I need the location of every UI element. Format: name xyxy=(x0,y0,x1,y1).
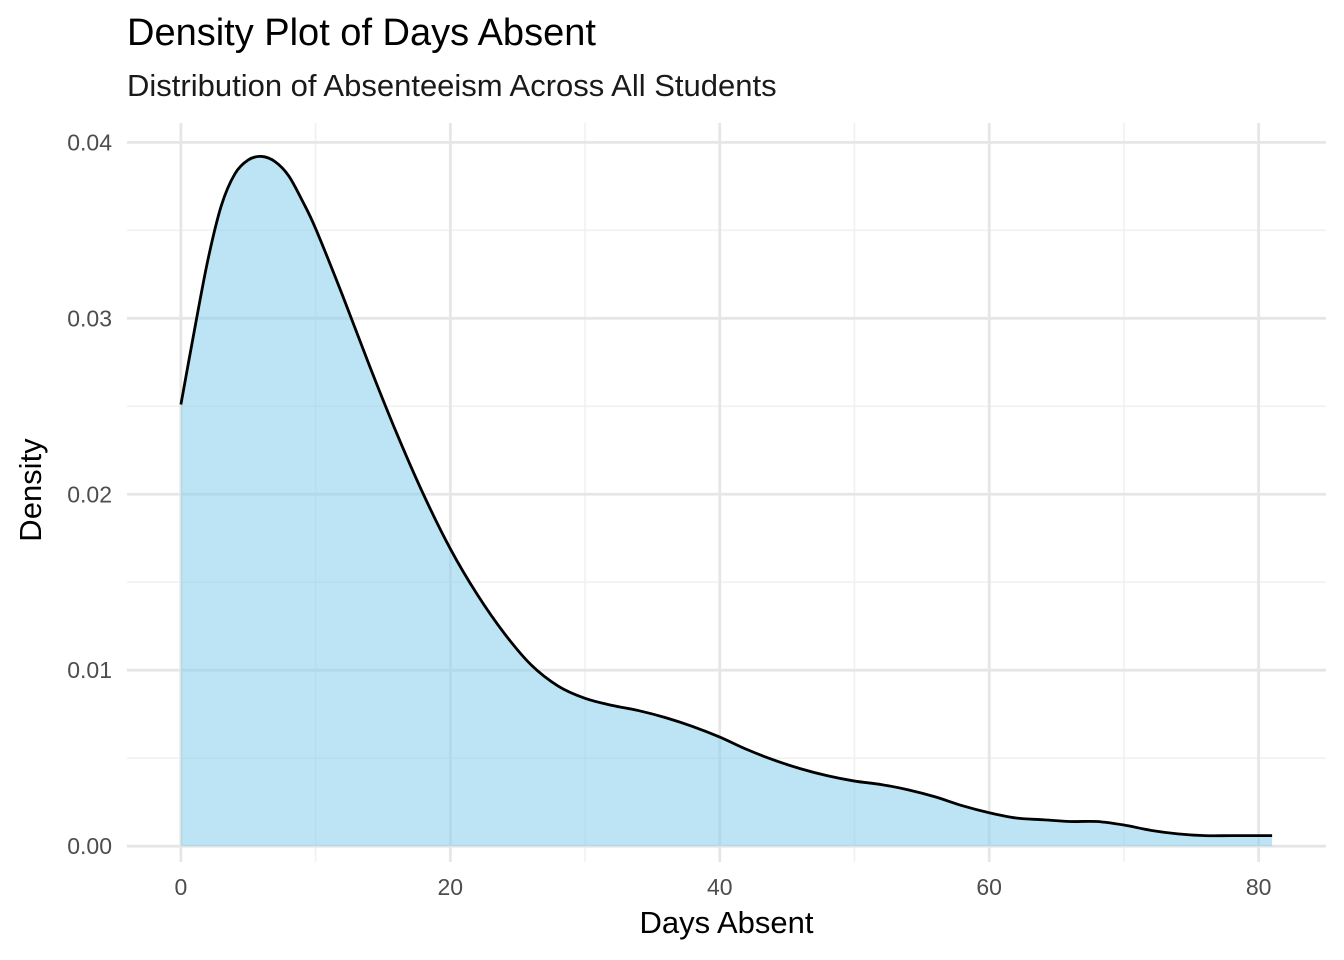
y-tick-label: 0.01 xyxy=(67,657,112,683)
y-tick-label: 0.00 xyxy=(67,833,112,859)
x-tick-label: 60 xyxy=(976,874,1002,900)
major-gridlines xyxy=(127,123,1326,862)
y-axis-ticks: 0.00 0.01 0.02 0.03 0.04 xyxy=(67,129,112,859)
chart-subtitle: Distribution of Absenteeism Across All S… xyxy=(127,68,777,103)
x-tick-label: 0 xyxy=(174,874,187,900)
x-tick-label: 40 xyxy=(707,874,733,900)
y-axis-label: Density xyxy=(13,438,48,542)
x-axis-ticks: 0 20 40 60 80 xyxy=(174,874,1271,900)
x-axis-label: Days Absent xyxy=(639,905,814,940)
x-tick-label: 20 xyxy=(438,874,464,900)
density-line xyxy=(179,154,1273,838)
y-tick-label: 0.03 xyxy=(67,305,112,331)
x-tick-label: 80 xyxy=(1246,874,1272,900)
density-area xyxy=(180,156,1273,847)
chart-title: Density Plot of Days Absent xyxy=(127,12,596,54)
y-tick-label: 0.02 xyxy=(67,481,112,507)
y-tick-label: 0.04 xyxy=(67,129,112,155)
